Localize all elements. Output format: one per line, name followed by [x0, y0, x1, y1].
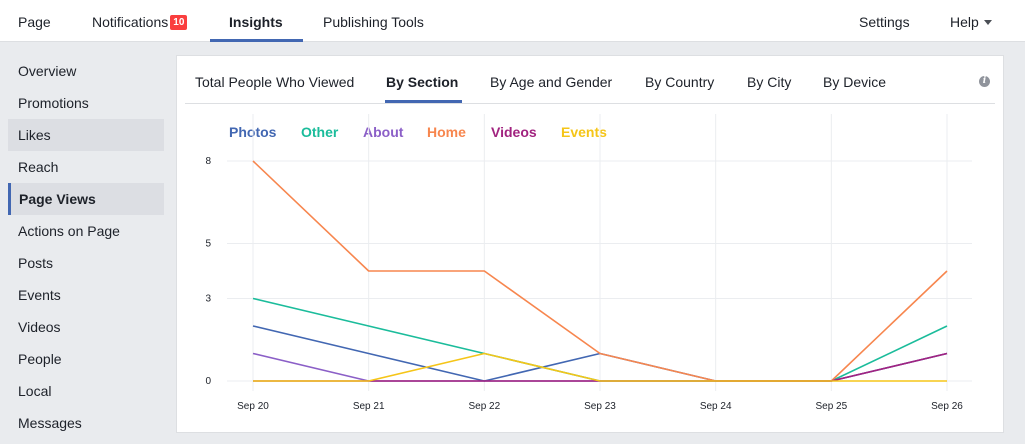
- x-tick-label: Sep 23: [584, 401, 616, 412]
- subtab-total-people[interactable]: Total People Who Viewed: [195, 74, 355, 90]
- tab-insights[interactable]: Insights: [229, 14, 283, 30]
- x-tick-label: Sep 22: [468, 401, 500, 412]
- x-tick-label: Sep 20: [237, 401, 269, 412]
- active-subtab-indicator: [385, 100, 462, 103]
- tab-notifications-label: Notifications: [92, 14, 169, 30]
- sidebar-item-messages[interactable]: Messages: [18, 415, 82, 431]
- y-tick-label: 5: [205, 239, 211, 250]
- help-menu[interactable]: Help: [950, 0, 992, 42]
- sidebar-item-posts[interactable]: Posts: [18, 255, 54, 271]
- subtab-by-section[interactable]: By Section: [386, 74, 459, 90]
- insights-panel: Total People Who Viewed By Section By Ag…: [176, 55, 1004, 433]
- chart-legend: Photos Other About Home Videos Events: [229, 124, 929, 144]
- subtab-by-age-gender[interactable]: By Age and Gender: [490, 74, 613, 90]
- legend-item-videos[interactable]: Videos: [491, 124, 537, 140]
- y-tick-label: 8: [205, 156, 211, 167]
- sidebar-item-actions-on-page[interactable]: Actions on Page: [18, 223, 120, 239]
- x-tick-label: Sep 26: [931, 401, 963, 412]
- y-tick-label: 3: [205, 294, 211, 305]
- x-tick-label: Sep 25: [815, 401, 847, 412]
- legend-item-home[interactable]: Home: [427, 124, 466, 140]
- sidebar-item-local[interactable]: Local: [18, 383, 52, 399]
- sidebar-item-likes[interactable]: Likes: [8, 119, 164, 151]
- help-label: Help: [950, 14, 979, 30]
- legend-item-about[interactable]: About: [363, 124, 404, 140]
- sidebar: Overview Promotions Likes Reach Page Vie…: [8, 55, 164, 439]
- y-tick-label: 0: [205, 376, 211, 387]
- x-tick-label: Sep 21: [353, 401, 385, 412]
- legend-item-events[interactable]: Events: [561, 124, 607, 140]
- series-line-events: [253, 352, 947, 382]
- tab-publishing-tools[interactable]: Publishing Tools: [323, 14, 424, 30]
- x-tick-label: Sep 24: [700, 401, 732, 412]
- notifications-count-badge: 10: [170, 15, 188, 30]
- sidebar-item-videos[interactable]: Videos: [18, 319, 61, 335]
- subtabs-divider: [185, 103, 995, 104]
- chevron-down-icon: [983, 20, 992, 25]
- sidebar-item-people[interactable]: People: [18, 351, 62, 367]
- sidebar-item-promotions[interactable]: Promotions: [18, 95, 89, 111]
- legend-item-other[interactable]: Other: [301, 124, 339, 140]
- tab-notifications[interactable]: Notifications 10: [92, 0, 188, 42]
- top-navigation: Page Notifications 10 Insights Publishing…: [0, 0, 1025, 42]
- sidebar-item-reach[interactable]: Reach: [18, 159, 59, 175]
- section-tabs: Total People Who Viewed By Section By Ag…: [177, 56, 1003, 104]
- sidebar-item-overview[interactable]: Overview: [18, 63, 77, 79]
- subtab-by-device[interactable]: By Device: [823, 74, 887, 90]
- subtab-by-city[interactable]: By City: [747, 74, 792, 90]
- tab-page[interactable]: Page: [18, 14, 51, 30]
- page-views-chart: 0 3 5 8 Sep 20 Sep 21 Sep 22 Sep 23 Sep 24 Sep 25…: [205, 114, 972, 412]
- sidebar-item-events[interactable]: Events: [18, 287, 61, 303]
- tab-settings[interactable]: Settings: [859, 14, 910, 30]
- info-icon[interactable]: i: [979, 76, 990, 87]
- active-tab-indicator: [210, 39, 303, 42]
- subtab-by-country[interactable]: By Country: [645, 74, 715, 90]
- sidebar-item-page-views[interactable]: Page Views: [8, 183, 164, 215]
